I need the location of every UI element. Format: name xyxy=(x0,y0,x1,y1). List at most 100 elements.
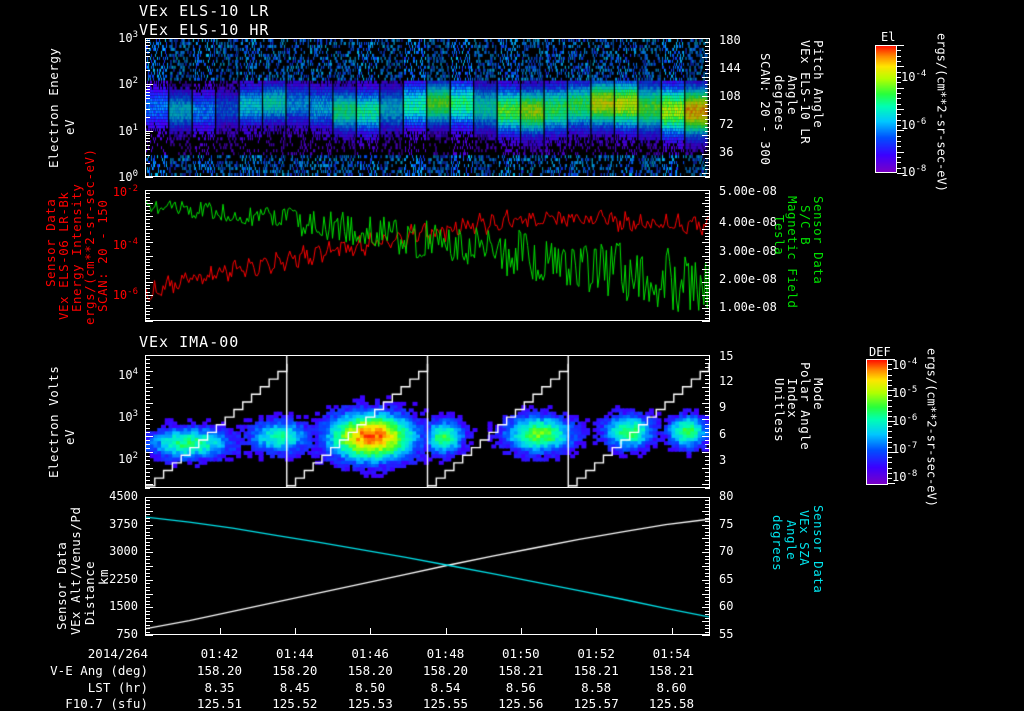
tick-mark xyxy=(888,441,892,443)
panel2-right-line-0: Sensor Data xyxy=(811,196,827,285)
tick-mark xyxy=(705,391,710,393)
tick-mark xyxy=(705,45,710,47)
panel4-left-line-0: Sensor Data xyxy=(54,541,69,630)
cb2t-label-4: 10-8 xyxy=(892,469,918,484)
tick-mark xyxy=(702,355,710,356)
tick-mark xyxy=(145,86,150,88)
tick-mark xyxy=(705,572,710,574)
intensity-bfield-panel[interactable] xyxy=(145,190,710,321)
tick-mark xyxy=(705,157,710,159)
tick-mark xyxy=(888,379,892,381)
tick-mark xyxy=(702,566,710,567)
tick-mark xyxy=(702,371,710,373)
tick-mark xyxy=(705,399,710,401)
tick-mark xyxy=(702,403,710,405)
tick-mark xyxy=(705,569,710,571)
p4lt-label-1: 3750 xyxy=(109,516,138,531)
tick-mark xyxy=(888,369,892,371)
tick-mark xyxy=(897,162,901,164)
tick-mark xyxy=(145,621,153,623)
tick-mark xyxy=(145,278,150,280)
time-table-cell-ve-ang-3: 158.20 xyxy=(422,663,469,678)
tick-mark xyxy=(888,477,892,479)
time-table-cell-lst-1: 8.45 xyxy=(279,680,310,695)
tick-mark xyxy=(705,475,710,477)
tick-mark xyxy=(705,471,710,473)
tick-mark xyxy=(702,419,710,421)
time-table-cell-f107-2: 125.53 xyxy=(347,696,393,711)
tick-mark xyxy=(705,317,710,319)
tick-mark xyxy=(145,541,150,543)
tick-mark xyxy=(145,435,153,437)
tick-mark xyxy=(888,364,892,366)
tick-mark xyxy=(705,590,710,592)
tick-mark xyxy=(897,50,901,52)
tick-mark xyxy=(705,488,710,489)
tick-mark xyxy=(145,196,150,198)
panel1-left-axis-unit: eV xyxy=(62,118,77,135)
tick-mark xyxy=(145,222,150,224)
tick-mark xyxy=(705,130,710,132)
tick-mark xyxy=(888,415,892,417)
tick-mark xyxy=(705,541,710,543)
tick-mark xyxy=(145,304,150,306)
tick-mark xyxy=(145,311,150,313)
tick-mark xyxy=(145,431,150,433)
tick-mark xyxy=(705,314,710,316)
tick-mark xyxy=(145,447,150,449)
tick-mark xyxy=(705,298,710,300)
tick-mark xyxy=(888,410,892,412)
tick-mark xyxy=(705,232,710,234)
tick-mark xyxy=(897,151,904,153)
tick-mark xyxy=(888,405,892,407)
tick-mark xyxy=(145,614,150,616)
tick-mark xyxy=(888,472,892,474)
p4lt-label-4: 1500 xyxy=(109,599,138,614)
tick-mark xyxy=(145,562,150,564)
tick-mark xyxy=(145,235,150,237)
tick-mark xyxy=(705,447,710,449)
time-table-cell-lst-6: 8.60 xyxy=(656,680,687,695)
tick-mark xyxy=(145,84,153,86)
tick-mark xyxy=(145,572,150,574)
tick-mark xyxy=(705,288,710,290)
tick-mark xyxy=(145,212,150,214)
tick-mark xyxy=(145,471,150,473)
p4lt-label-3: 2250 xyxy=(109,571,138,586)
p3rt-label-1: 12 xyxy=(719,373,734,388)
time-axis-tick xyxy=(370,628,372,635)
tick-mark xyxy=(888,431,892,433)
tick-mark xyxy=(145,262,150,264)
intensity-bfield-canvas xyxy=(146,191,709,320)
tick-mark xyxy=(145,391,150,393)
cb1t-label-1: 10-6 xyxy=(901,117,927,132)
tick-mark xyxy=(145,510,153,512)
p4rt-label-2: 70 xyxy=(719,544,734,559)
tick-mark xyxy=(145,132,150,134)
tick-mark xyxy=(145,40,150,42)
tick-mark xyxy=(145,521,150,523)
tick-mark xyxy=(145,463,150,465)
tick-mark xyxy=(705,161,710,163)
p3lt-label-0: 104 xyxy=(118,367,138,382)
tick-mark xyxy=(705,165,710,167)
tick-mark xyxy=(705,423,710,425)
cb2t-label-0: 10-4 xyxy=(892,357,918,372)
els-spectrogram-panel[interactable] xyxy=(145,38,710,177)
tick-mark xyxy=(145,265,150,267)
time-table-cell-ve-ang-1: 158.20 xyxy=(272,663,318,678)
tick-mark xyxy=(888,483,895,484)
tick-mark xyxy=(888,436,892,438)
tick-mark xyxy=(145,102,150,104)
tick-mark xyxy=(145,275,150,277)
tick-mark xyxy=(705,576,710,578)
tick-mark xyxy=(702,635,710,636)
tick-mark xyxy=(702,321,710,322)
tick-mark xyxy=(897,109,904,110)
tick-mark xyxy=(145,314,150,316)
ima-spectrogram-panel[interactable] xyxy=(145,355,710,488)
tick-mark xyxy=(705,610,710,612)
tick-mark xyxy=(145,203,153,205)
altitude-sza-panel[interactable] xyxy=(145,497,710,635)
tick-mark xyxy=(145,229,153,231)
